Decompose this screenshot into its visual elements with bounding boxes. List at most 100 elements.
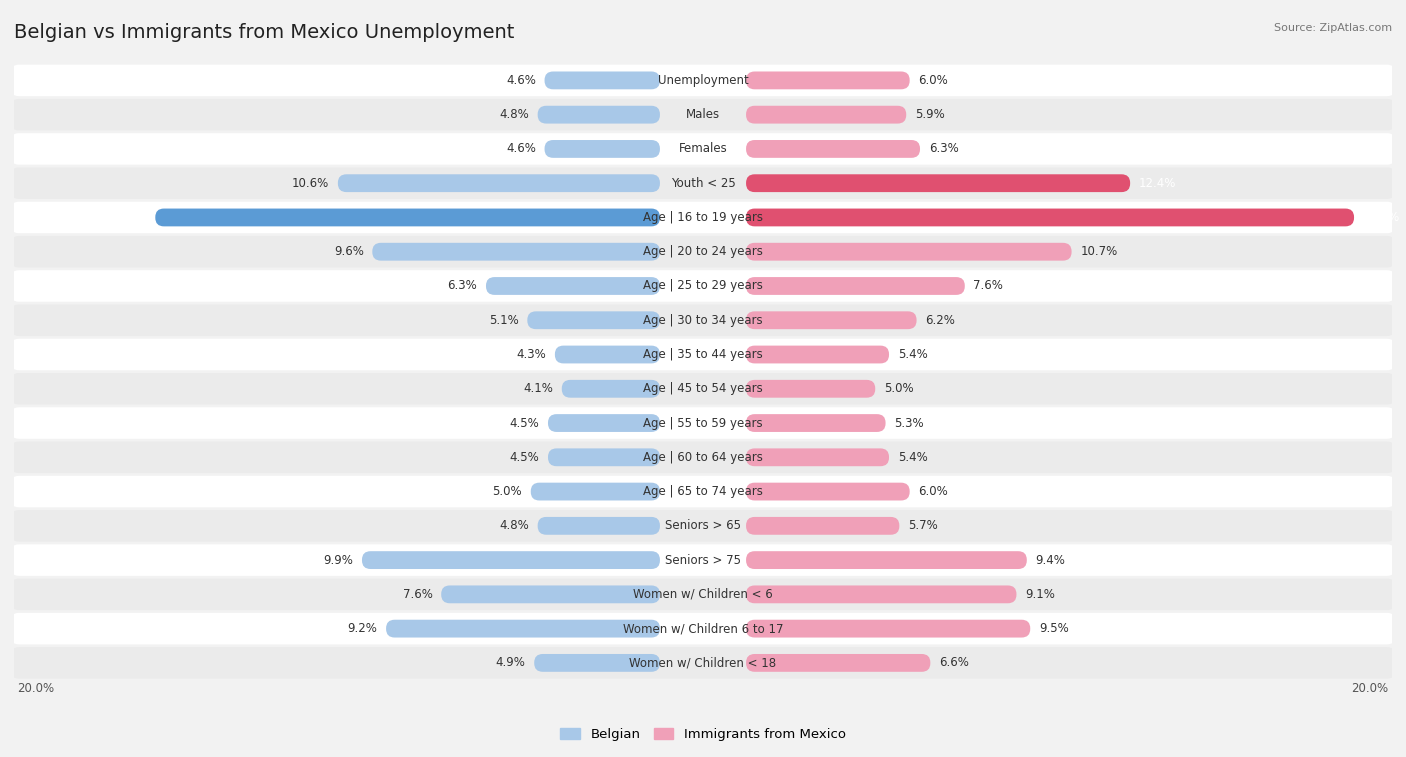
FancyBboxPatch shape xyxy=(8,64,1398,96)
FancyBboxPatch shape xyxy=(747,277,965,295)
FancyBboxPatch shape xyxy=(747,448,889,466)
Text: Age | 45 to 54 years: Age | 45 to 54 years xyxy=(643,382,763,395)
Text: 12.4%: 12.4% xyxy=(1139,176,1177,190)
Text: Age | 55 to 59 years: Age | 55 to 59 years xyxy=(643,416,763,429)
Text: 7.6%: 7.6% xyxy=(402,588,433,601)
FancyBboxPatch shape xyxy=(747,346,889,363)
FancyBboxPatch shape xyxy=(387,620,659,637)
FancyBboxPatch shape xyxy=(747,140,920,158)
FancyBboxPatch shape xyxy=(8,510,1398,541)
FancyBboxPatch shape xyxy=(8,304,1398,336)
Text: Source: ZipAtlas.com: Source: ZipAtlas.com xyxy=(1274,23,1392,33)
FancyBboxPatch shape xyxy=(527,311,659,329)
Text: Age | 25 to 29 years: Age | 25 to 29 years xyxy=(643,279,763,292)
FancyBboxPatch shape xyxy=(337,174,659,192)
Text: 6.2%: 6.2% xyxy=(925,313,955,327)
Text: 5.4%: 5.4% xyxy=(897,451,928,464)
FancyBboxPatch shape xyxy=(537,106,659,123)
FancyBboxPatch shape xyxy=(555,346,659,363)
Text: 4.1%: 4.1% xyxy=(523,382,553,395)
Text: Age | 35 to 44 years: Age | 35 to 44 years xyxy=(643,348,763,361)
FancyBboxPatch shape xyxy=(747,71,910,89)
Text: Belgian vs Immigrants from Mexico Unemployment: Belgian vs Immigrants from Mexico Unempl… xyxy=(14,23,515,42)
Text: 9.4%: 9.4% xyxy=(1035,553,1066,566)
FancyBboxPatch shape xyxy=(8,373,1398,404)
FancyBboxPatch shape xyxy=(8,201,1398,233)
FancyBboxPatch shape xyxy=(8,476,1398,507)
Text: Seniors > 75: Seniors > 75 xyxy=(665,553,741,566)
Text: 6.0%: 6.0% xyxy=(918,74,948,87)
FancyBboxPatch shape xyxy=(8,441,1398,473)
FancyBboxPatch shape xyxy=(548,414,659,432)
Text: Seniors > 65: Seniors > 65 xyxy=(665,519,741,532)
Text: 20.0%: 20.0% xyxy=(17,682,55,695)
Text: 9.2%: 9.2% xyxy=(347,622,377,635)
FancyBboxPatch shape xyxy=(548,448,659,466)
FancyBboxPatch shape xyxy=(562,380,659,397)
Text: 6.6%: 6.6% xyxy=(939,656,969,669)
Text: Age | 65 to 74 years: Age | 65 to 74 years xyxy=(643,485,763,498)
FancyBboxPatch shape xyxy=(747,585,1017,603)
Text: 18.9%: 18.9% xyxy=(1362,211,1400,224)
FancyBboxPatch shape xyxy=(747,174,1130,192)
FancyBboxPatch shape xyxy=(8,167,1398,199)
Text: Women w/ Children < 18: Women w/ Children < 18 xyxy=(630,656,776,669)
Text: 4.9%: 4.9% xyxy=(496,656,526,669)
FancyBboxPatch shape xyxy=(8,578,1398,610)
FancyBboxPatch shape xyxy=(441,585,659,603)
FancyBboxPatch shape xyxy=(155,208,659,226)
FancyBboxPatch shape xyxy=(8,338,1398,370)
Text: 10.7%: 10.7% xyxy=(1080,245,1118,258)
FancyBboxPatch shape xyxy=(8,647,1398,679)
FancyBboxPatch shape xyxy=(8,133,1398,165)
FancyBboxPatch shape xyxy=(8,407,1398,439)
Text: 5.0%: 5.0% xyxy=(884,382,914,395)
Text: Age | 30 to 34 years: Age | 30 to 34 years xyxy=(643,313,763,327)
FancyBboxPatch shape xyxy=(8,236,1398,267)
Text: 4.6%: 4.6% xyxy=(506,142,536,155)
FancyBboxPatch shape xyxy=(747,620,1031,637)
Text: 5.4%: 5.4% xyxy=(897,348,928,361)
Text: 7.6%: 7.6% xyxy=(973,279,1004,292)
Text: 9.6%: 9.6% xyxy=(333,245,364,258)
Text: Males: Males xyxy=(686,108,720,121)
Text: 5.3%: 5.3% xyxy=(894,416,924,429)
Text: 6.3%: 6.3% xyxy=(447,279,478,292)
FancyBboxPatch shape xyxy=(544,71,659,89)
Text: 4.6%: 4.6% xyxy=(506,74,536,87)
FancyBboxPatch shape xyxy=(747,414,886,432)
Text: 6.3%: 6.3% xyxy=(928,142,959,155)
FancyBboxPatch shape xyxy=(747,517,900,534)
FancyBboxPatch shape xyxy=(747,311,917,329)
FancyBboxPatch shape xyxy=(537,517,659,534)
FancyBboxPatch shape xyxy=(544,140,659,158)
FancyBboxPatch shape xyxy=(747,106,907,123)
Text: 6.0%: 6.0% xyxy=(918,485,948,498)
Text: Women w/ Children < 6: Women w/ Children < 6 xyxy=(633,588,773,601)
FancyBboxPatch shape xyxy=(747,654,931,671)
Text: 4.8%: 4.8% xyxy=(499,108,529,121)
FancyBboxPatch shape xyxy=(747,380,875,397)
Text: 20.0%: 20.0% xyxy=(1351,682,1389,695)
Text: Women w/ Children 6 to 17: Women w/ Children 6 to 17 xyxy=(623,622,783,635)
FancyBboxPatch shape xyxy=(534,654,659,671)
Text: 9.1%: 9.1% xyxy=(1025,588,1054,601)
Text: 15.9%: 15.9% xyxy=(110,211,146,224)
FancyBboxPatch shape xyxy=(373,243,659,260)
FancyBboxPatch shape xyxy=(486,277,659,295)
Text: 9.5%: 9.5% xyxy=(1039,622,1069,635)
Text: 10.6%: 10.6% xyxy=(292,176,329,190)
Text: 5.9%: 5.9% xyxy=(915,108,945,121)
Text: Unemployment: Unemployment xyxy=(658,74,748,87)
FancyBboxPatch shape xyxy=(8,99,1398,130)
Text: 4.5%: 4.5% xyxy=(509,451,540,464)
FancyBboxPatch shape xyxy=(8,613,1398,644)
Text: 5.1%: 5.1% xyxy=(489,313,519,327)
FancyBboxPatch shape xyxy=(747,551,1026,569)
Text: Youth < 25: Youth < 25 xyxy=(671,176,735,190)
FancyBboxPatch shape xyxy=(747,243,1071,260)
Text: 9.9%: 9.9% xyxy=(323,553,353,566)
FancyBboxPatch shape xyxy=(747,208,1354,226)
Legend: Belgian, Immigrants from Mexico: Belgian, Immigrants from Mexico xyxy=(555,722,851,746)
FancyBboxPatch shape xyxy=(361,551,659,569)
